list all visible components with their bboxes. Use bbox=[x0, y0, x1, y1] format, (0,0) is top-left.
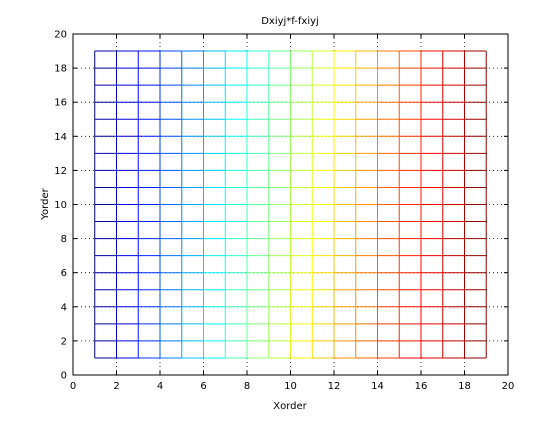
x-tick-label: 2 bbox=[113, 381, 119, 392]
x-tick-label: 0 bbox=[70, 381, 76, 392]
x-tick-label: 14 bbox=[371, 381, 384, 392]
x-tick-label: 20 bbox=[502, 381, 515, 392]
y-tick-label: 6 bbox=[61, 268, 67, 279]
tick-layer: 0 2 4 6 8 10 12 14 16 18 20 0 2 4 6 8 10 12 14 16 18 20 bbox=[54, 30, 514, 393]
x-tick-label: 4 bbox=[157, 381, 163, 392]
x-tick-label: 12 bbox=[328, 381, 341, 392]
y-tick-label: 0 bbox=[61, 371, 67, 382]
x-tick-label: 10 bbox=[284, 381, 297, 392]
x-tick-label: 8 bbox=[244, 381, 250, 392]
x-tick-label: 6 bbox=[200, 381, 206, 392]
y-tick-label: 4 bbox=[61, 302, 67, 313]
x-tick-label: 18 bbox=[458, 381, 471, 392]
y-tick-label: 2 bbox=[61, 336, 67, 347]
y-tick-label: 8 bbox=[61, 234, 67, 245]
x-tick-label: 16 bbox=[415, 381, 428, 392]
y-tick-label: 20 bbox=[54, 30, 67, 41]
x-axis-label: Xorder bbox=[273, 401, 307, 412]
y-tick-label: 10 bbox=[54, 200, 67, 211]
y-tick-label: 14 bbox=[54, 132, 67, 143]
chart-title: Dxiyj*f-fxiyj bbox=[261, 16, 319, 27]
mesh-layer bbox=[94, 50, 487, 359]
y-tick-label: 12 bbox=[54, 166, 67, 177]
y-tick-label: 16 bbox=[54, 98, 67, 109]
y-tick-label: 18 bbox=[54, 64, 67, 75]
y-axis-label: Yorder bbox=[40, 187, 51, 220]
